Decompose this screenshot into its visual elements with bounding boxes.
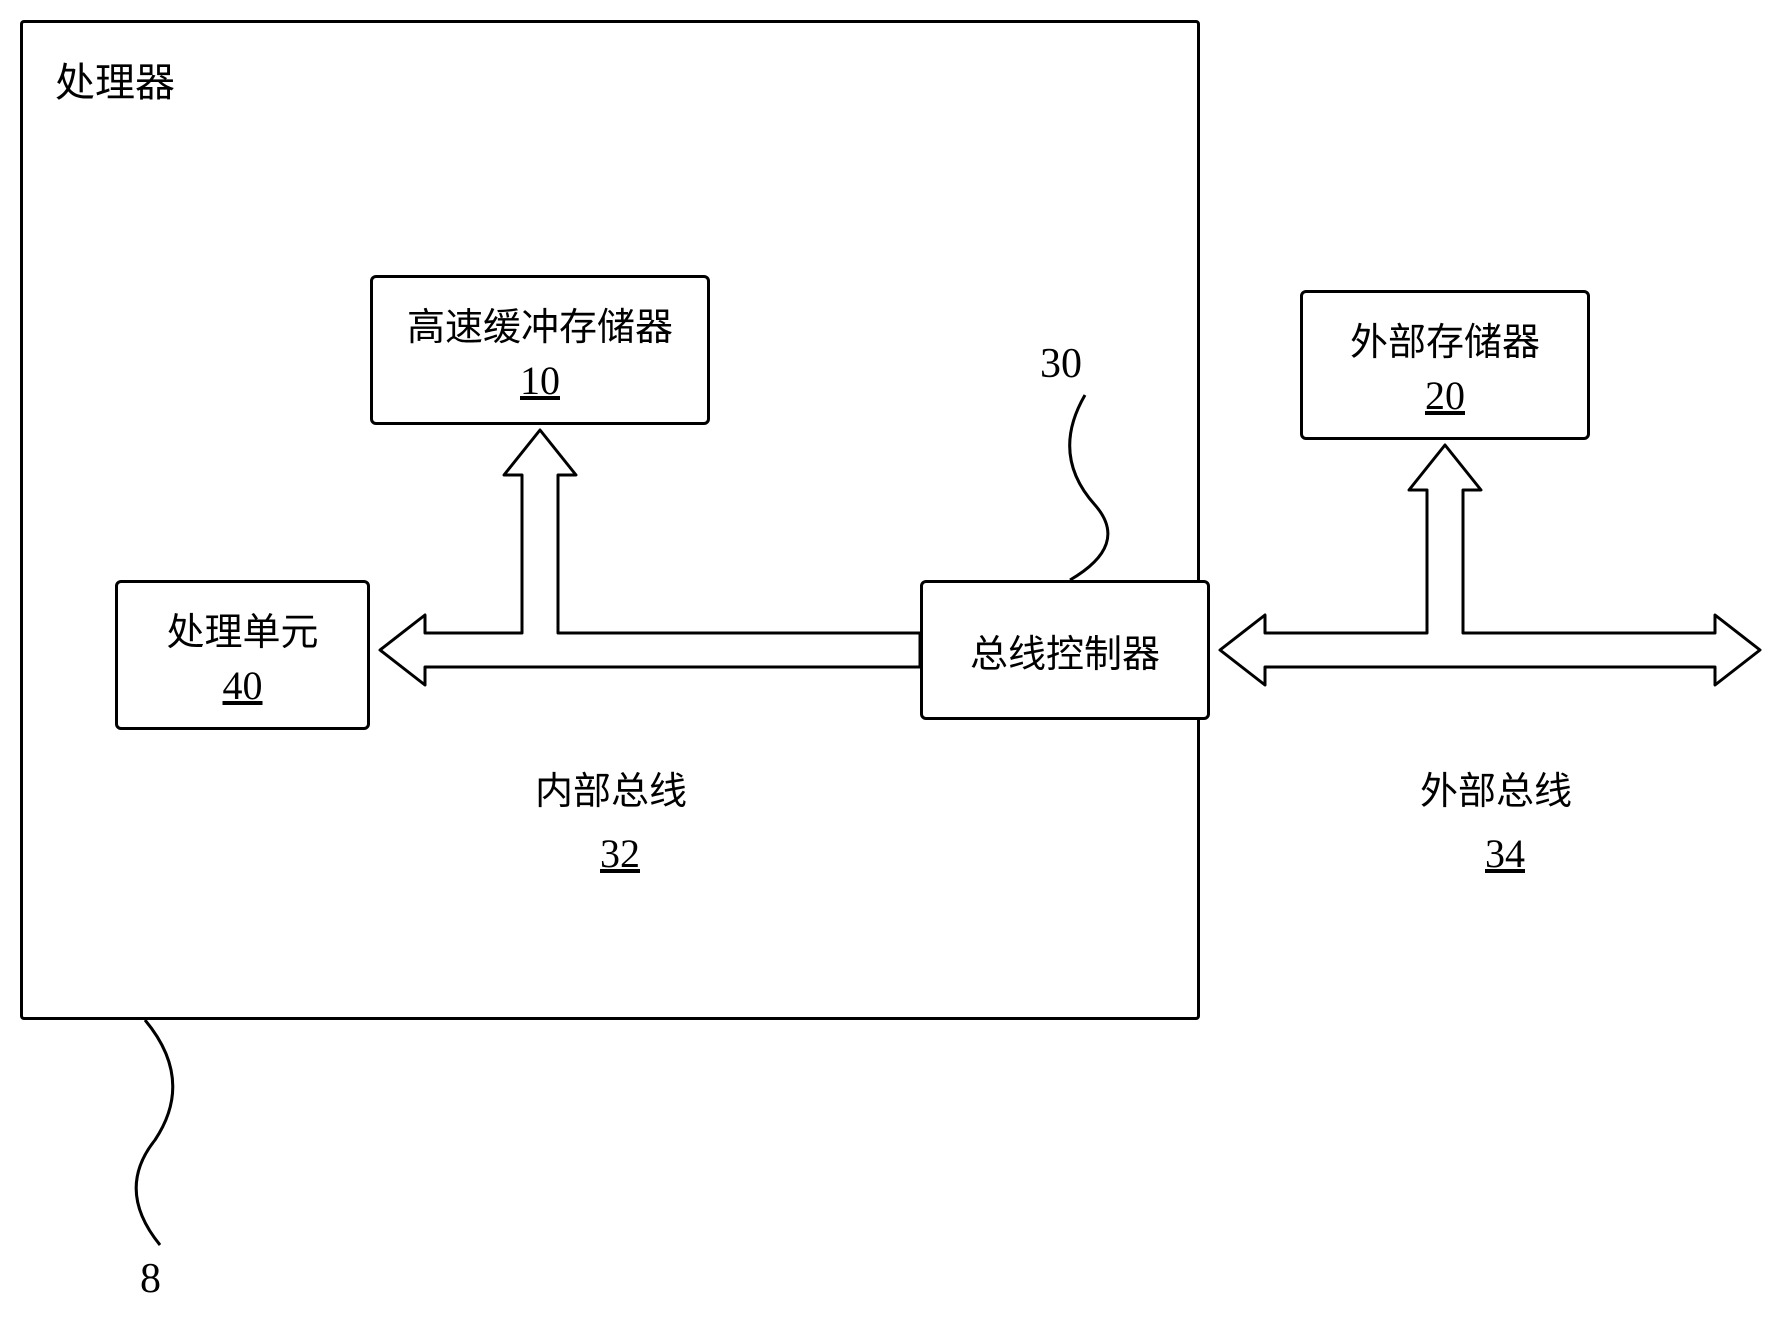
processing-unit-block: 处理单元 40 — [115, 580, 370, 730]
external-bus-arrow — [1210, 435, 1770, 715]
ref-8-path — [136, 1020, 173, 1245]
cache-label: 高速缓冲存储器 — [407, 296, 673, 351]
proc-unit-num: 40 — [223, 662, 263, 709]
ref-8-leader — [105, 1020, 225, 1270]
ref-8-number: 8 — [140, 1255, 161, 1303]
external-memory-block: 外部存储器 20 — [1300, 290, 1590, 440]
ext-mem-label: 外部存储器 — [1350, 311, 1540, 366]
internal-bus-label: 内部总线 — [535, 760, 687, 815]
bus-controller-block: 总线控制器 — [920, 580, 1210, 720]
proc-unit-label: 处理单元 — [166, 601, 318, 656]
processor-label: 处理器 — [55, 50, 175, 108]
cache-num: 10 — [520, 357, 560, 404]
external-bus-num: 34 — [1485, 830, 1525, 877]
ref-30-number: 30 — [1040, 340, 1082, 388]
cache-memory-block: 高速缓冲存储器 10 — [370, 275, 710, 425]
internal-bus-num: 32 — [600, 830, 640, 877]
ext-t-arrow-path — [1220, 445, 1760, 685]
internal-bus-arrow — [370, 420, 930, 700]
external-bus-label: 外部总线 — [1420, 760, 1572, 815]
ref-30-path — [1070, 395, 1108, 580]
ref-30-leader — [1000, 395, 1140, 595]
ext-mem-num: 20 — [1425, 372, 1465, 419]
t-arrow-path — [380, 430, 920, 685]
bus-ctrl-label: 总线控制器 — [970, 623, 1160, 678]
